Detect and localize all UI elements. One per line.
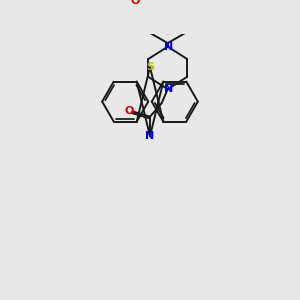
- Text: O: O: [131, 0, 140, 6]
- Text: N: N: [164, 42, 173, 52]
- Text: S: S: [146, 62, 154, 72]
- Text: O: O: [124, 106, 134, 116]
- Text: N: N: [146, 131, 154, 141]
- Text: N: N: [164, 84, 173, 94]
